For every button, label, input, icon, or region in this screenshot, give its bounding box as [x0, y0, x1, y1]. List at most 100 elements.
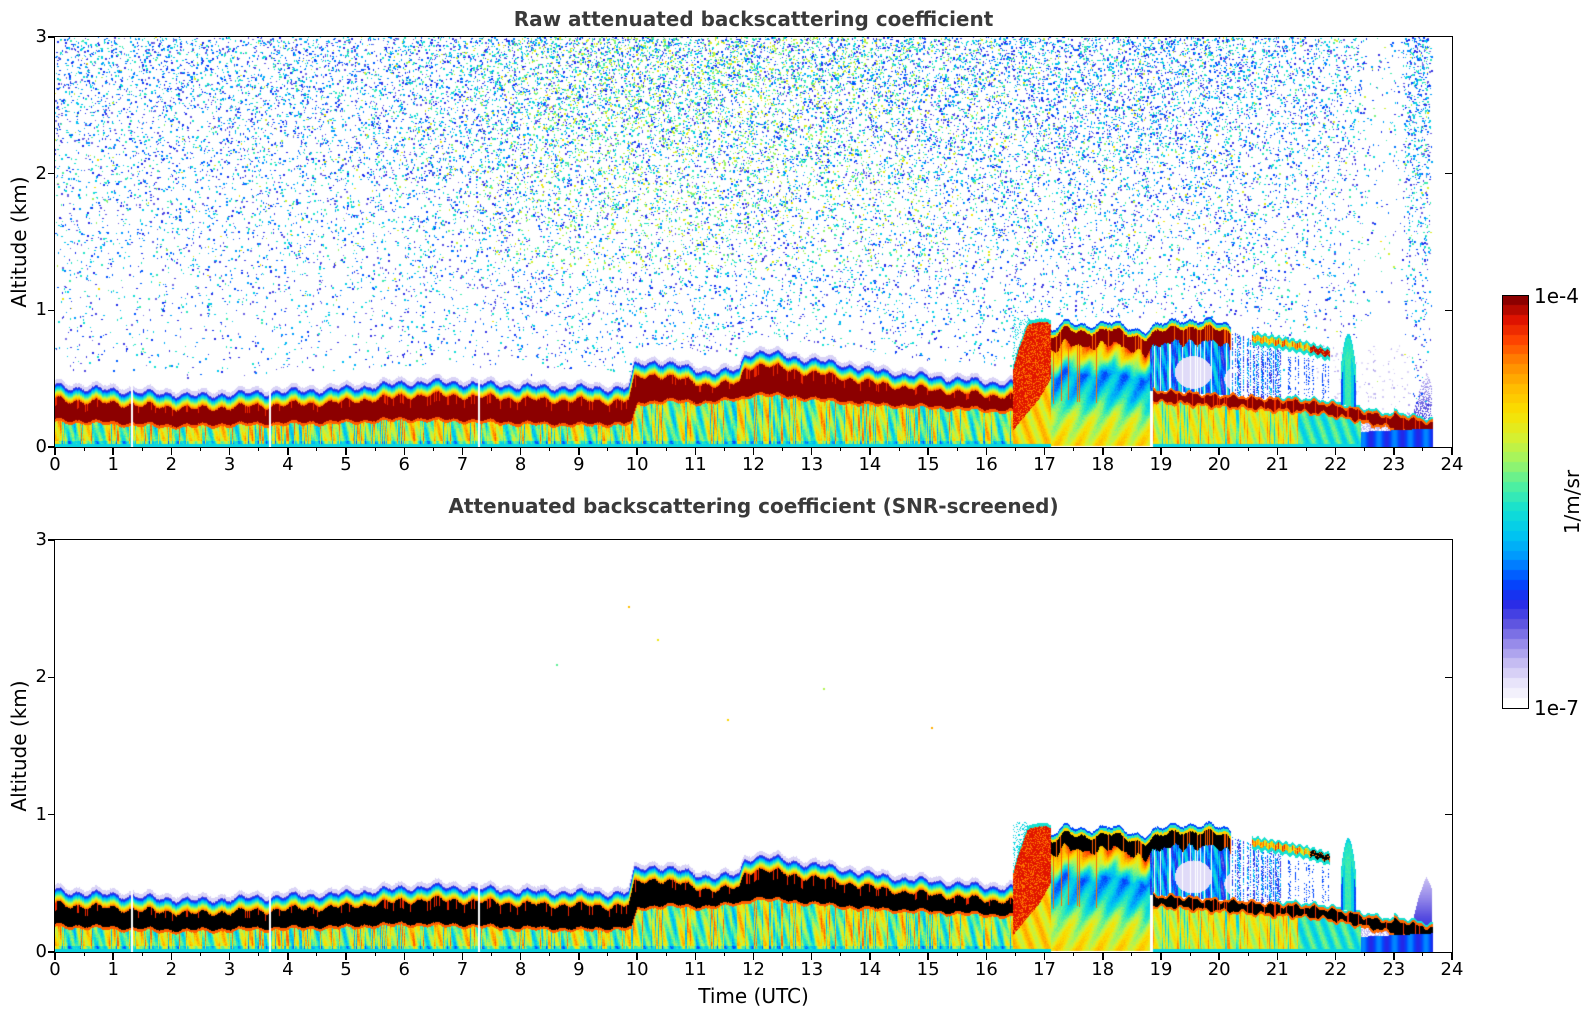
x-tick-label: 13 — [800, 959, 824, 980]
x-tick-label: 23 — [1382, 959, 1406, 980]
y-tick — [47, 951, 55, 953]
x-minor-tick — [1305, 952, 1307, 956]
y-tick — [47, 172, 55, 175]
x-tick — [403, 447, 405, 455]
x-tick — [1043, 447, 1046, 455]
x-tick-label: 2 — [165, 959, 178, 980]
y-tick-label: 2 — [35, 666, 47, 688]
x-tick — [694, 447, 697, 455]
x-tick-label: 21 — [1265, 454, 1289, 475]
x-tick — [985, 447, 988, 455]
x-tick-label: 16 — [974, 959, 998, 980]
y-tick-label: 0 — [35, 941, 47, 962]
x-tick-label: 23 — [1382, 454, 1406, 475]
x-tick-label: 0 — [49, 454, 61, 475]
x-tick-label: 20 — [1207, 454, 1231, 475]
x-tick — [1276, 952, 1279, 960]
x-tick — [869, 952, 871, 960]
x-tick — [694, 952, 697, 960]
x-tick-label: 24 — [1440, 959, 1464, 980]
x-tick-label: 9 — [573, 454, 585, 475]
x-minor-tick — [374, 447, 376, 451]
panel1-title: Raw attenuated backscattering coefficien… — [513, 7, 994, 31]
y-tick — [47, 676, 55, 679]
x-tick — [54, 447, 56, 455]
x-tick — [1218, 447, 1220, 455]
x-minor-tick — [956, 952, 958, 956]
x-minor-tick — [432, 952, 434, 956]
x-tick — [810, 447, 813, 455]
x-minor-tick — [898, 447, 900, 451]
x-minor-tick — [782, 952, 784, 956]
x-tick — [1043, 952, 1046, 960]
x-tick-label: 8 — [514, 454, 527, 475]
panel2-heatmap — [53, 538, 1453, 953]
x-minor-tick — [141, 447, 143, 451]
x-tick — [810, 952, 813, 960]
x-tick-label: 4 — [282, 454, 294, 475]
x-tick-label: 16 — [974, 454, 998, 475]
y-right-tick — [1444, 676, 1452, 679]
x-tick — [636, 952, 638, 960]
x-tick — [519, 447, 522, 455]
x-minor-tick — [1305, 447, 1307, 451]
x-tick — [1393, 952, 1395, 960]
y-tick — [47, 446, 55, 448]
x-minor-tick — [316, 447, 318, 451]
x-tick-label: 3 — [223, 454, 236, 475]
panel2-title: Attenuated backscattering coefficient (S… — [448, 494, 1059, 518]
colorbar-min-label: 1e-7 — [1534, 696, 1579, 720]
x-tick-label: 14 — [858, 454, 882, 475]
x-tick — [985, 952, 988, 960]
x-tick — [228, 952, 231, 960]
x-tick — [112, 447, 114, 455]
x-tick — [1160, 952, 1162, 960]
x-minor-tick — [1131, 447, 1133, 451]
colorbar-max-label: 1e-4 — [1534, 284, 1579, 308]
x-tick — [927, 952, 929, 960]
y-tick — [47, 309, 55, 312]
x-minor-tick — [782, 447, 784, 451]
x-tick — [869, 447, 871, 455]
y-tick — [47, 539, 55, 541]
x-minor-tick — [898, 952, 900, 956]
x-minor-tick — [607, 952, 609, 956]
x-tick-label: 1 — [107, 959, 119, 980]
x-tick-label: 14 — [858, 959, 882, 980]
x-minor-tick — [374, 952, 376, 956]
x-minor-tick — [258, 447, 260, 451]
x-tick-label: 3 — [223, 959, 236, 980]
x-tick-label: 10 — [625, 454, 649, 475]
x-tick — [287, 952, 289, 960]
x-tick-label: 11 — [683, 959, 707, 980]
x-tick-label: 5 — [340, 959, 352, 980]
panel1-heatmap — [53, 35, 1453, 448]
x-tick — [1160, 447, 1162, 455]
x-tick-label: 8 — [514, 959, 527, 980]
x-tick — [170, 447, 173, 455]
x-tick — [345, 952, 347, 960]
x-minor-tick — [1131, 952, 1133, 956]
y-tick-label: 1 — [35, 803, 47, 825]
x-tick — [1451, 952, 1453, 960]
x-minor-tick — [432, 447, 434, 451]
x-tick — [1276, 447, 1279, 455]
x-tick-label: 10 — [625, 959, 649, 980]
x-tick-label: 5 — [340, 454, 352, 475]
x-tick-label: 19 — [1149, 959, 1173, 980]
x-tick-label: 1 — [107, 454, 119, 475]
x-tick — [112, 952, 114, 960]
x-tick-label: 15 — [916, 959, 940, 980]
colorbar — [1501, 294, 1529, 709]
y-right-tick — [1444, 172, 1452, 175]
x-minor-tick — [956, 447, 958, 451]
x-tick — [752, 952, 755, 960]
x-tick — [403, 952, 405, 960]
x-minor-tick — [1247, 952, 1249, 956]
x-tick-label: 17 — [1033, 454, 1056, 475]
x-minor-tick — [1189, 952, 1191, 956]
x-minor-tick — [1247, 447, 1249, 451]
x-tick-label: 24 — [1440, 454, 1464, 475]
x-tick — [54, 952, 56, 960]
x-tick-label: 7 — [456, 454, 469, 475]
